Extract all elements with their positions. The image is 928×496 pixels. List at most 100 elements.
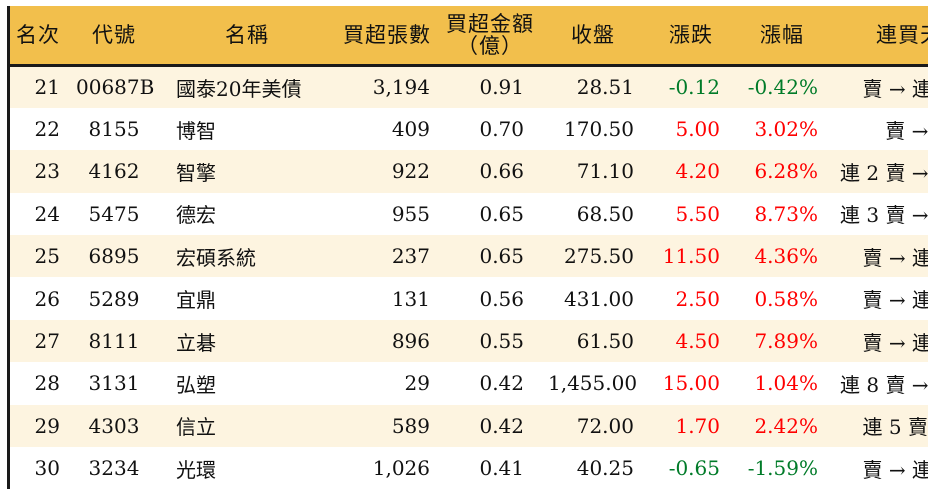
cell-code: 4162: [88, 159, 140, 184]
cell-rank: 21: [34, 75, 60, 100]
cell-close: 275.50: [564, 244, 634, 269]
cell-rank: 29: [34, 413, 60, 438]
cell-percent: 8.73%: [754, 201, 818, 226]
cell-change: 2.50: [675, 286, 720, 311]
cell-close: 71.10: [576, 159, 634, 184]
cell-percent: -1.59%: [747, 456, 818, 481]
cell-close: 1,455.00: [548, 371, 638, 396]
cell-code: 5289: [88, 286, 140, 311]
cell-rank: 26: [34, 286, 60, 311]
cell-name: 德宏: [176, 203, 216, 228]
cell-name: 國泰20年美債: [176, 76, 302, 101]
cell-code: 8155: [88, 117, 140, 142]
cell-amount: 0.56: [479, 286, 524, 311]
cell-percent: 1.04%: [754, 371, 818, 396]
cell-streak: 賣 → 買: [885, 118, 928, 143]
table-row[interactable]: 24 5475 德宏 955 0.65 68.50 5.50 8.73% 連 3 賣 → 連 4…: [10, 192, 928, 236]
table-row[interactable]: 26 5289 宜鼎 131 0.56 431.00 2.50 0.58% 賣 → 連 3 買: [10, 277, 928, 320]
cell-amount: 0.55: [479, 329, 524, 354]
cell-streak: 連 2 賣 → 連 2 買: [840, 160, 928, 185]
cell-name: 立碁: [176, 330, 216, 355]
table-body: 21 00687B 國泰20年美債 3,194 0.91 28.51 -0.12 -0.42%…: [10, 65, 928, 490]
cell-name: 宜鼎: [176, 288, 216, 313]
cell-close: 61.50: [576, 329, 634, 354]
cell-percent: 6.28%: [754, 159, 818, 184]
cell-streak: 賣 → 連 2 買: [862, 245, 928, 270]
cell-change: 4.50: [675, 329, 720, 354]
cell-lots: 955: [391, 201, 430, 226]
cell-rank: 28: [34, 371, 60, 396]
cell-lots: 589: [391, 413, 430, 438]
cell-change: 1.70: [675, 413, 720, 438]
cell-percent: -0.42%: [747, 75, 818, 100]
cell-change: 15.00: [662, 371, 720, 396]
cell-streak: 連 5 賣 → 買: [862, 415, 928, 440]
cell-lots: 131: [391, 286, 430, 311]
cell-lots: 922: [391, 159, 430, 184]
cell-amount: 0.70: [479, 117, 524, 142]
cell-name: 宏碩系統: [176, 245, 256, 270]
column-header-rank: 名次: [10, 6, 66, 67]
cell-close: 72.00: [576, 413, 634, 438]
cell-code: 5475: [88, 201, 140, 226]
column-header-streak: 連買天數: [830, 6, 928, 67]
stock-ranking-table: 名次 代號 名稱 買超張數 買超金額 （億） 收盤 漲跌 漲幅 連買天數 21 0…: [10, 6, 928, 490]
table-row[interactable]: 22 8155 博智 409 0.70 170.50 5.00 3.02% 賣 → 買: [10, 107, 928, 151]
column-header-close: 收盤: [538, 6, 648, 67]
column-header-lots: 買超張數: [332, 6, 442, 67]
table-row[interactable]: 27 8111 立碁 896 0.55 61.50 4.50 7.89% 賣 → 連 3 買: [10, 319, 928, 363]
cell-amount: 0.91: [479, 75, 524, 100]
cell-percent: 4.36%: [754, 244, 818, 269]
cell-rank: 27: [34, 329, 60, 354]
cell-amount: 0.65: [479, 244, 524, 269]
cell-lots: 3,194: [372, 75, 430, 100]
cell-change: -0.65: [668, 456, 720, 481]
cell-amount: 0.41: [479, 456, 524, 481]
cell-code: 8111: [88, 329, 140, 354]
cell-rank: 30: [34, 456, 60, 481]
cell-change: 11.50: [662, 244, 720, 269]
cell-streak: 連 8 賣 → 連 2 買: [840, 372, 928, 397]
cell-rank: 22: [34, 117, 60, 142]
cell-streak: 賣 → 連 3 買: [862, 288, 928, 313]
table-header: 名次 代號 名稱 買超張數 買超金額 （億） 收盤 漲跌 漲幅 連買天數: [10, 6, 928, 67]
column-header-name: 名稱: [162, 6, 332, 67]
cell-lots: 409: [391, 117, 430, 142]
cell-amount: 0.42: [479, 371, 524, 396]
stock-ranking-table-container: 名次 代號 名稱 買超張數 買超金額 （億） 收盤 漲跌 漲幅 連買天數 21 0…: [7, 6, 928, 490]
cell-lots: 237: [391, 244, 430, 269]
cell-close: 431.00: [564, 286, 634, 311]
cell-lots: 1,026: [372, 456, 430, 481]
cell-code: 3131: [88, 371, 140, 396]
cell-lots: 896: [391, 329, 430, 354]
cell-percent: 7.89%: [754, 329, 818, 354]
cell-streak: 賣 → 連 4 買: [862, 76, 928, 101]
cell-percent: 0.58%: [754, 286, 818, 311]
cell-close: 170.50: [564, 117, 634, 142]
cell-name: 弘塑: [176, 372, 216, 397]
cell-change: 4.20: [675, 159, 720, 184]
column-header-code: 代號: [66, 6, 162, 67]
cell-code: 4303: [88, 413, 140, 438]
cell-percent: 2.42%: [754, 413, 818, 438]
cell-rank: 25: [34, 244, 60, 269]
cell-streak: 賣 → 連 3 買: [862, 457, 928, 482]
table-row[interactable]: 23 4162 智擎 922 0.66 71.10 4.20 6.28% 連 2 賣 → 連 2…: [10, 150, 928, 193]
cell-amount: 0.42: [479, 413, 524, 438]
table-row[interactable]: 30 3234 光環 1,026 0.41 40.25 -0.65 -1.59% 賣 → 連 3…: [10, 447, 928, 490]
table-row[interactable]: 29 4303 信立 589 0.42 72.00 1.70 2.42% 連 5 賣 → 買: [10, 404, 928, 448]
column-header-percent: 漲幅: [734, 6, 830, 67]
cell-lots: 29: [404, 371, 430, 396]
table-row[interactable]: 25 6895 宏碩系統 237 0.65 275.50 11.50 4.36% 賣 → 連 2…: [10, 235, 928, 278]
cell-change: 5.50: [675, 201, 720, 226]
cell-streak: 連 3 賣 → 連 4 買: [840, 203, 928, 228]
table-row[interactable]: 28 3131 弘塑 29 0.42 1,455.00 15.00 1.04% 連 8 賣 → …: [10, 362, 928, 405]
table-row[interactable]: 21 00687B 國泰20年美債 3,194 0.91 28.51 -0.12 -0.42%…: [10, 65, 928, 108]
cell-name: 博智: [176, 118, 216, 143]
cell-rank: 23: [34, 159, 60, 184]
cell-change: -0.12: [668, 75, 720, 100]
cell-name: 信立: [176, 415, 216, 440]
column-header-amount: 買超金額 （億）: [442, 6, 538, 67]
cell-name: 光環: [176, 457, 216, 482]
cell-close: 40.25: [576, 456, 634, 481]
